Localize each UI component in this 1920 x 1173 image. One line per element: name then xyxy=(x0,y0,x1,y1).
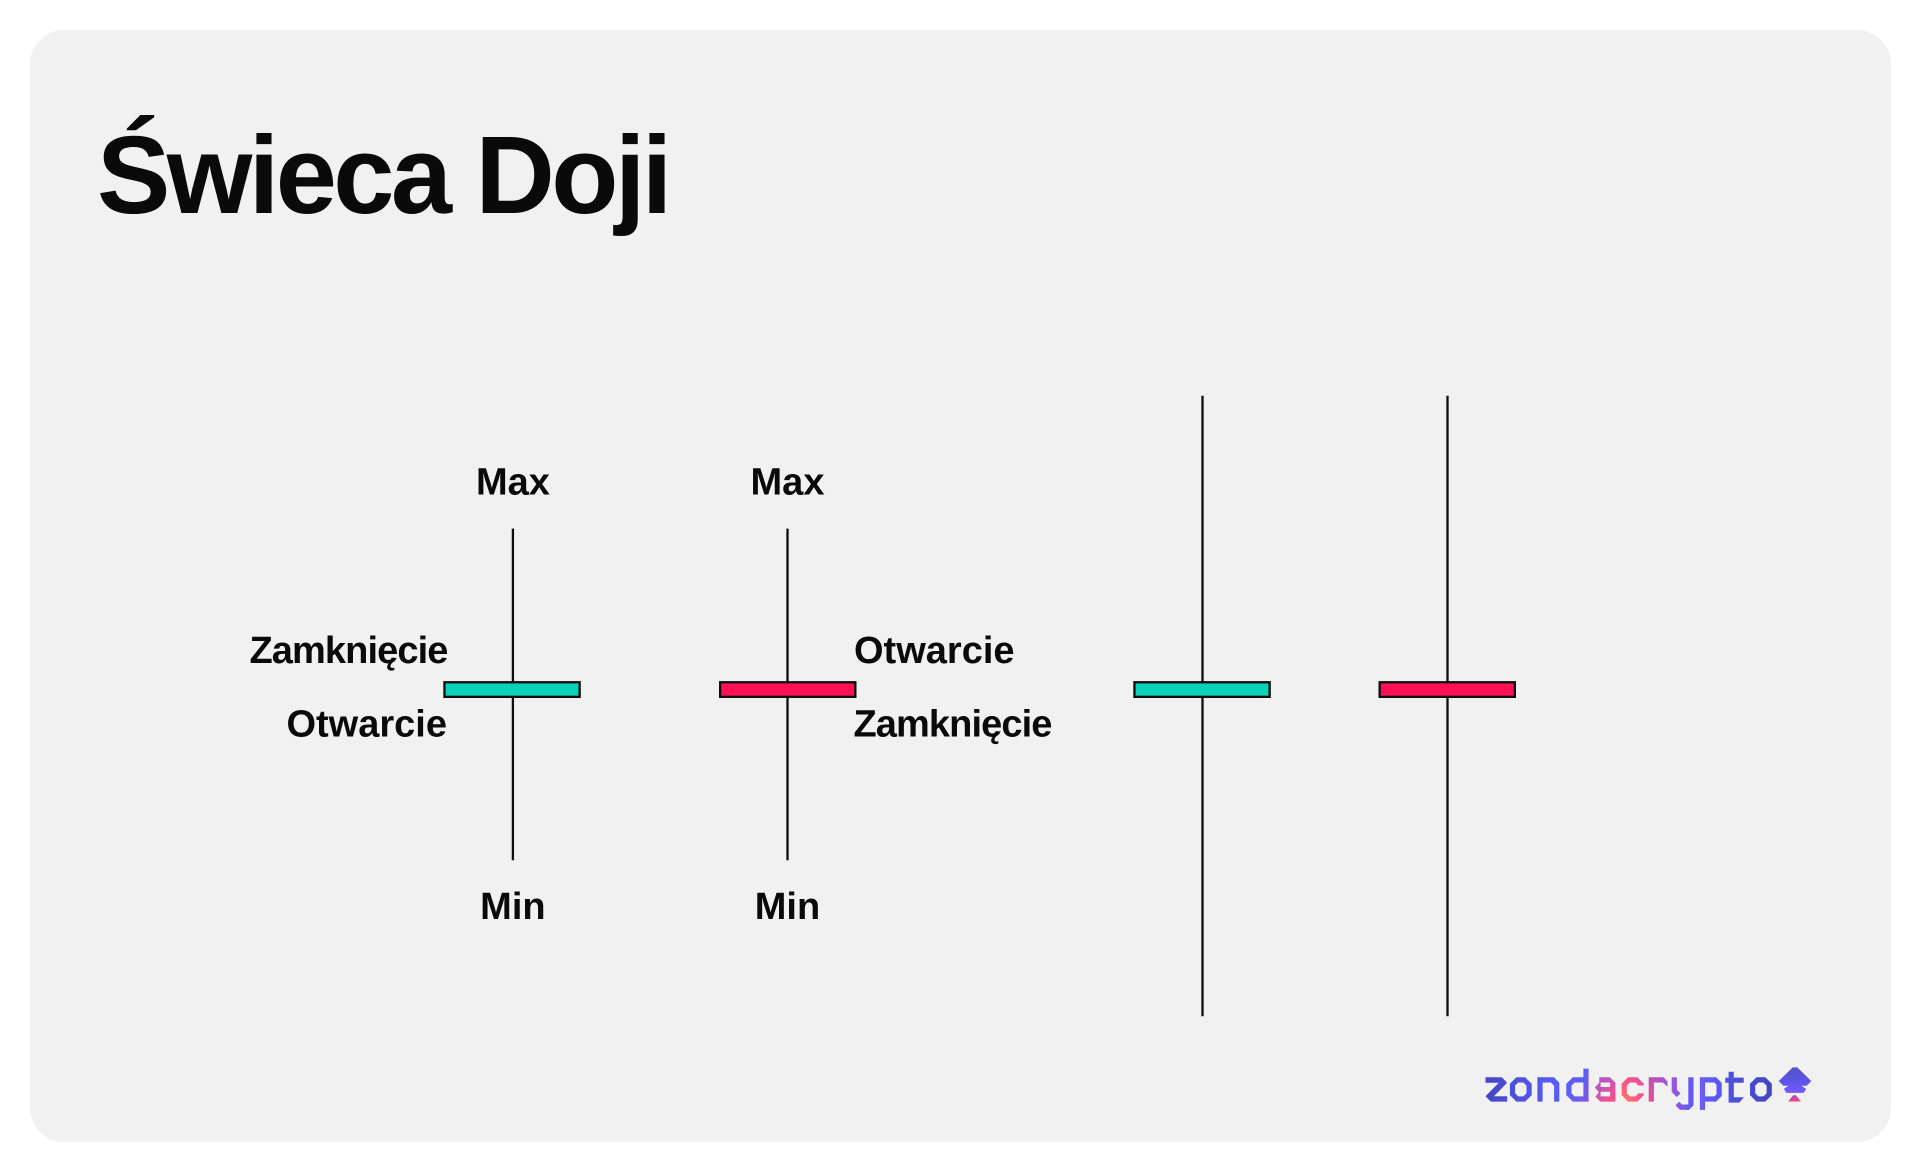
svg-text:Max: Max xyxy=(476,461,550,503)
svg-text:Min: Min xyxy=(755,886,820,928)
svg-text:Max: Max xyxy=(751,461,825,503)
svg-text:Świeca Doji: Świeca Doji xyxy=(97,114,669,237)
svg-text:Min: Min xyxy=(480,886,545,928)
svg-text:Otwarcie: Otwarcie xyxy=(854,630,1015,672)
svg-text:Zamknięcie: Zamknięcie xyxy=(250,630,448,672)
svg-text:Zamknięcie: Zamknięcie xyxy=(854,704,1052,746)
svg-text:Otwarcie: Otwarcie xyxy=(286,704,447,746)
